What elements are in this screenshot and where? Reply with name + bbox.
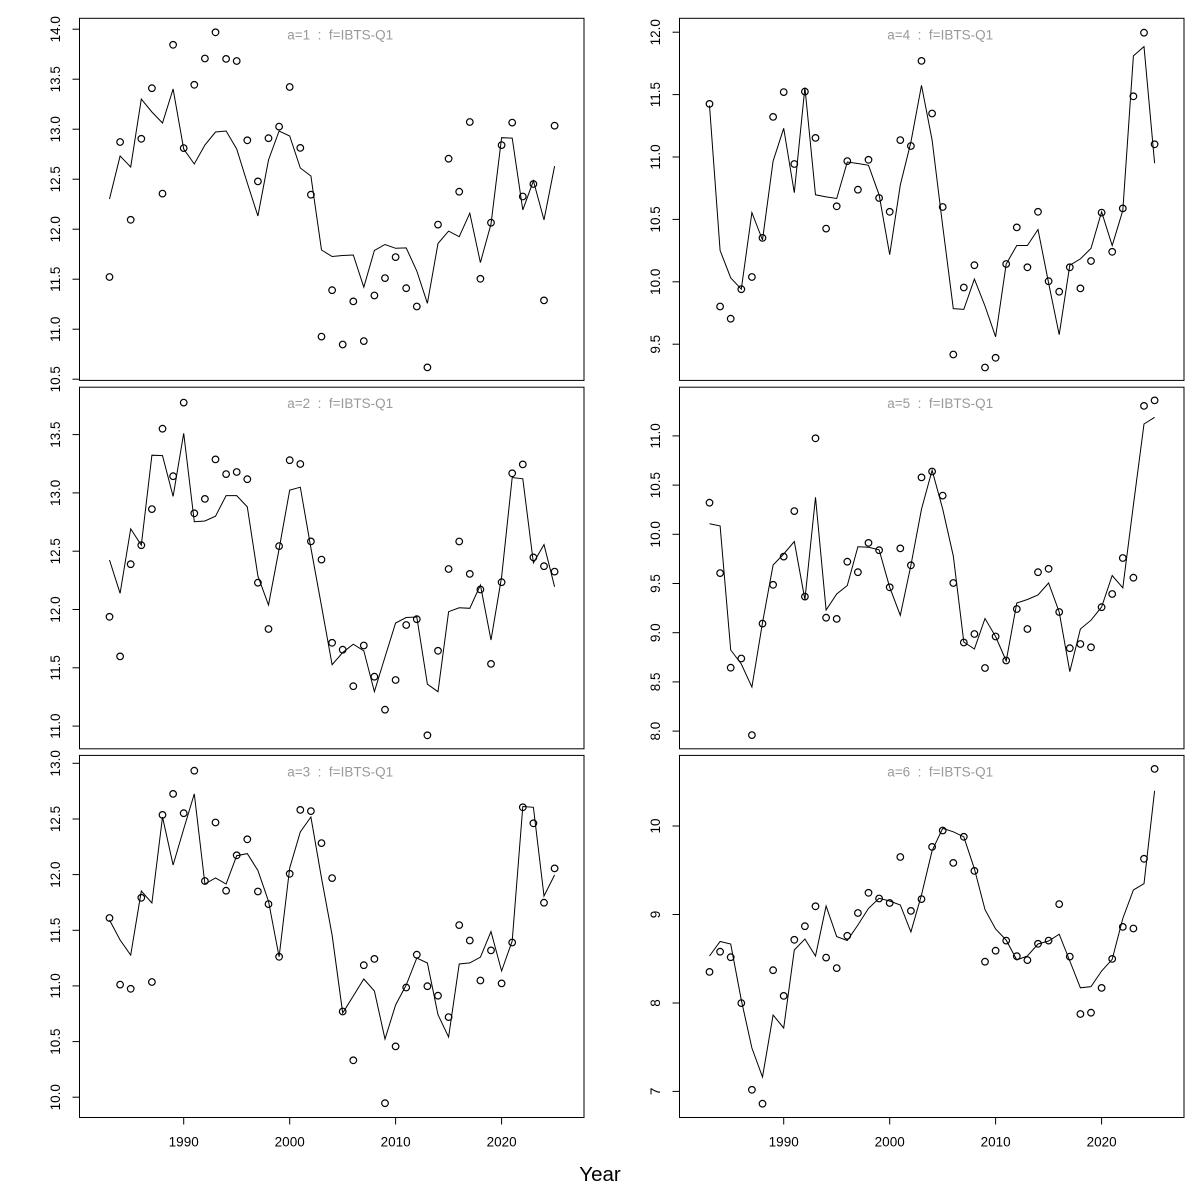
svg-text:11.0: 11.0 — [48, 973, 63, 998]
svg-text:2000: 2000 — [275, 1134, 305, 1149]
svg-text:13.0: 13.0 — [48, 116, 63, 142]
svg-text:9.0: 9.0 — [648, 623, 663, 642]
svg-text:2010: 2010 — [981, 1134, 1011, 1149]
svg-text:12.5: 12.5 — [48, 538, 63, 564]
svg-text:10.0: 10.0 — [648, 269, 663, 295]
svg-text:a=3 : f=IBTS-Q1: a=3 : f=IBTS-Q1 — [287, 764, 393, 779]
svg-text:11.0: 11.0 — [48, 317, 63, 342]
svg-text:10.0: 10.0 — [48, 1084, 63, 1110]
svg-text:a=4 : f=IBTS-Q1: a=4 : f=IBTS-Q1 — [887, 27, 993, 42]
svg-text:13.0: 13.0 — [48, 750, 63, 776]
svg-text:12.0: 12.0 — [48, 596, 63, 622]
svg-text:10.5: 10.5 — [648, 206, 663, 232]
svg-text:13.5: 13.5 — [48, 66, 63, 92]
svg-text:8.5: 8.5 — [648, 673, 663, 692]
svg-text:12.5: 12.5 — [48, 806, 63, 832]
svg-text:2000: 2000 — [875, 1134, 905, 1149]
svg-text:11.0: 11.0 — [48, 713, 63, 738]
svg-text:11.5: 11.5 — [648, 82, 663, 107]
svg-text:13.5: 13.5 — [48, 421, 63, 447]
svg-text:a=2 : f=IBTS-Q1: a=2 : f=IBTS-Q1 — [287, 396, 393, 411]
svg-text:11.5: 11.5 — [48, 918, 63, 943]
svg-text:11.0: 11.0 — [648, 144, 663, 169]
svg-text:2010: 2010 — [381, 1134, 411, 1149]
svg-text:9.5: 9.5 — [648, 574, 663, 593]
svg-text:a=6 : f=IBTS-Q1: a=6 : f=IBTS-Q1 — [887, 764, 993, 779]
svg-text:11.5: 11.5 — [48, 655, 63, 680]
svg-text:12.0: 12.0 — [48, 216, 63, 242]
svg-text:2020: 2020 — [487, 1134, 517, 1149]
svg-text:12.5: 12.5 — [48, 166, 63, 192]
svg-text:12.0: 12.0 — [648, 19, 663, 45]
svg-text:9: 9 — [648, 911, 663, 919]
svg-text:10.5: 10.5 — [648, 472, 663, 498]
svg-text:1990: 1990 — [169, 1134, 199, 1149]
svg-text:2020: 2020 — [1087, 1134, 1117, 1149]
svg-text:10: 10 — [648, 818, 663, 833]
svg-text:13.0: 13.0 — [48, 480, 63, 506]
svg-text:12.0: 12.0 — [48, 861, 63, 887]
svg-text:a=5 : f=IBTS-Q1: a=5 : f=IBTS-Q1 — [887, 396, 993, 411]
svg-text:1990: 1990 — [769, 1134, 799, 1149]
svg-text:10.5: 10.5 — [48, 366, 63, 392]
svg-text:9.5: 9.5 — [648, 335, 663, 354]
svg-text:a=1 : f=IBTS-Q1: a=1 : f=IBTS-Q1 — [287, 27, 393, 42]
svg-text:10.5: 10.5 — [48, 1028, 63, 1054]
svg-text:7: 7 — [648, 1088, 663, 1096]
svg-text:11.5: 11.5 — [48, 267, 63, 292]
svg-text:10.0: 10.0 — [648, 521, 663, 547]
svg-text:Year: Year — [579, 1163, 621, 1186]
svg-text:8: 8 — [648, 999, 663, 1007]
svg-text:14.0: 14.0 — [48, 16, 63, 42]
svg-text:8.0: 8.0 — [648, 722, 663, 741]
svg-text:11.0: 11.0 — [648, 423, 663, 448]
